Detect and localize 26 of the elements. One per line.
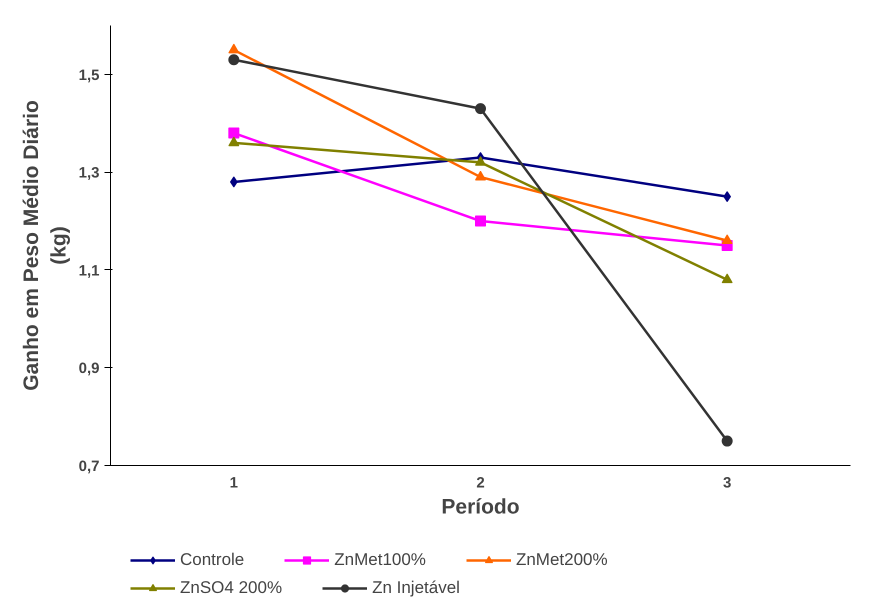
- x-axis-title: Período: [441, 496, 520, 518]
- point: [475, 156, 486, 166]
- point: [228, 128, 240, 139]
- legend-label: ZnMet100%: [334, 550, 426, 570]
- point: [722, 273, 733, 284]
- point: [722, 436, 733, 447]
- point: [228, 136, 240, 146]
- x-tick-label: 1: [230, 474, 238, 492]
- y-tick-label: 1,3: [78, 164, 100, 182]
- point: [475, 216, 486, 227]
- y-tick-label: 0,9: [78, 360, 100, 378]
- point: [475, 170, 486, 180]
- y-tick-label: 1,5: [78, 66, 100, 84]
- point: [228, 44, 240, 54]
- x-tick-label: 3: [722, 474, 732, 492]
- legend-label: ZnSO4 200%: [180, 578, 282, 598]
- y-tick-label: 0,7: [78, 458, 100, 475]
- legend-label: Controle: [180, 550, 244, 570]
- x-tick-label: 2: [476, 474, 485, 492]
- point: [722, 234, 733, 244]
- legend-label: Zn Injetável: [372, 578, 460, 598]
- y-axis-title: Ganho em Peso Médio Diário (kg): [20, 100, 71, 391]
- point: [475, 103, 486, 114]
- legend-label: ZnMet200%: [516, 550, 608, 570]
- point: [228, 54, 240, 66]
- y-tick-label: 1,1: [78, 262, 100, 280]
